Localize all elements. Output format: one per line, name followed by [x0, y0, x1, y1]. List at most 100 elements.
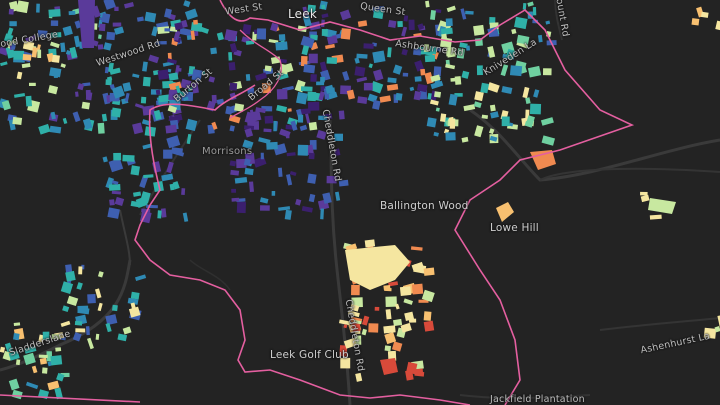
building	[74, 320, 83, 326]
building	[98, 34, 102, 40]
building	[374, 306, 380, 311]
building	[275, 41, 288, 51]
building	[182, 212, 189, 222]
building	[322, 192, 332, 204]
building	[144, 11, 157, 23]
building	[256, 28, 267, 40]
building	[172, 181, 180, 190]
building	[245, 40, 255, 45]
building	[284, 209, 292, 220]
building	[103, 42, 112, 51]
building	[649, 214, 662, 220]
building	[533, 89, 540, 98]
building	[338, 319, 351, 326]
building	[97, 302, 103, 312]
building	[489, 135, 498, 142]
building	[511, 28, 517, 35]
building	[411, 261, 425, 272]
building	[165, 124, 177, 134]
building	[142, 61, 148, 72]
building	[117, 333, 128, 342]
building	[270, 22, 279, 32]
building	[111, 85, 125, 99]
building	[183, 0, 191, 8]
building	[435, 9, 442, 13]
building	[242, 24, 252, 35]
building	[184, 8, 198, 20]
building	[414, 76, 422, 82]
building	[423, 267, 435, 276]
building	[445, 132, 456, 141]
building	[15, 359, 21, 366]
building	[302, 6, 309, 18]
building	[320, 208, 324, 220]
building	[445, 18, 453, 27]
building	[413, 48, 422, 56]
building	[4, 342, 13, 353]
building	[419, 89, 427, 100]
building	[527, 65, 542, 78]
building	[82, 118, 93, 130]
building	[12, 333, 20, 341]
label-lowe-hill[interactable]: Lowe Hill	[490, 222, 539, 234]
building	[417, 23, 425, 31]
building	[370, 80, 384, 94]
building	[111, 190, 121, 195]
building	[211, 121, 218, 130]
label-jackfield-plantation[interactable]: Jackfield Plantation	[490, 394, 585, 405]
ward-boundary	[0, 0, 635, 405]
building	[198, 26, 210, 34]
building	[266, 141, 278, 150]
building	[97, 44, 104, 50]
building	[60, 42, 66, 53]
building	[392, 64, 403, 75]
building	[440, 27, 453, 35]
building	[107, 207, 120, 219]
building	[525, 97, 531, 104]
building	[25, 35, 37, 43]
building	[193, 19, 198, 25]
building	[408, 318, 417, 323]
building	[151, 26, 159, 37]
building	[140, 191, 151, 204]
building	[295, 198, 302, 206]
building	[347, 310, 360, 318]
building	[326, 35, 338, 45]
building	[62, 305, 70, 313]
building	[391, 341, 403, 352]
building	[307, 91, 317, 102]
building	[326, 175, 337, 184]
building	[103, 0, 116, 10]
building	[185, 118, 198, 132]
building	[409, 86, 415, 92]
building	[164, 8, 172, 19]
building	[388, 281, 399, 287]
building	[297, 144, 309, 156]
building	[255, 72, 268, 82]
building	[440, 113, 447, 122]
building	[60, 320, 71, 328]
building	[321, 29, 328, 37]
building	[321, 4, 326, 10]
building	[81, 101, 91, 110]
building	[372, 99, 381, 110]
building	[157, 69, 170, 80]
building	[175, 85, 181, 94]
label-ballington-wood[interactable]: Ballington Wood	[380, 200, 469, 212]
building	[319, 61, 328, 73]
label-leek[interactable]: Leek	[288, 7, 317, 21]
building	[13, 322, 21, 326]
building	[430, 74, 441, 83]
building	[102, 156, 108, 163]
building	[530, 150, 556, 170]
building	[181, 188, 186, 196]
label-leek-golf-club[interactable]: Leek Golf Club	[270, 349, 349, 361]
building	[286, 152, 296, 157]
label-morrisons[interactable]: Morrisons	[202, 146, 253, 157]
building	[113, 152, 122, 161]
building	[354, 66, 366, 77]
building	[69, 46, 78, 59]
building	[430, 9, 436, 21]
building	[368, 323, 379, 333]
